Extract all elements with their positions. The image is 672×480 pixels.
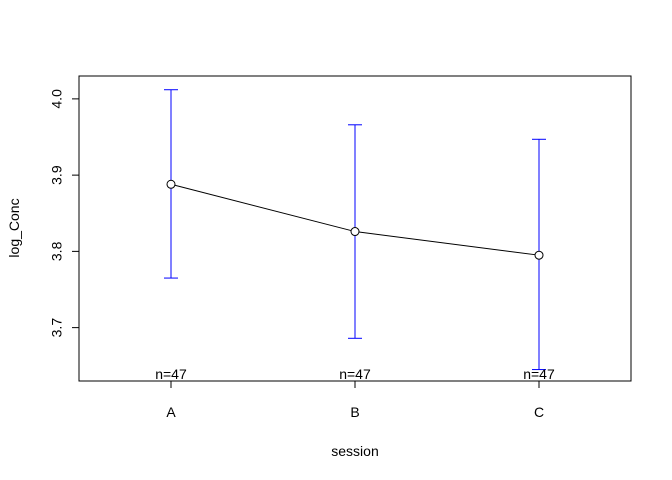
y-tick-label: 3.9 (49, 165, 65, 185)
n-label: n=47 (523, 366, 555, 382)
x-tick-label: B (350, 404, 359, 420)
data-point (166, 179, 176, 189)
n-label: n=47 (339, 366, 371, 382)
data-point (350, 227, 360, 237)
x-tick-label: A (166, 404, 176, 420)
y-tick-label: 3.7 (49, 318, 65, 338)
y-tick-label: 4.0 (49, 89, 65, 109)
y-axis-label: log_Conc (6, 198, 22, 257)
axes: 3.7 3.8 3.9 4.0 A B C (49, 75, 632, 420)
y-tick-label: 3.8 (49, 241, 65, 261)
n-labels: n=47 n=47 n=47 (155, 366, 555, 382)
n-label: n=47 (155, 366, 187, 382)
x-tick-label: C (534, 404, 544, 420)
data-point (534, 250, 544, 260)
points (166, 179, 544, 260)
x-axis-label: session (331, 443, 378, 459)
